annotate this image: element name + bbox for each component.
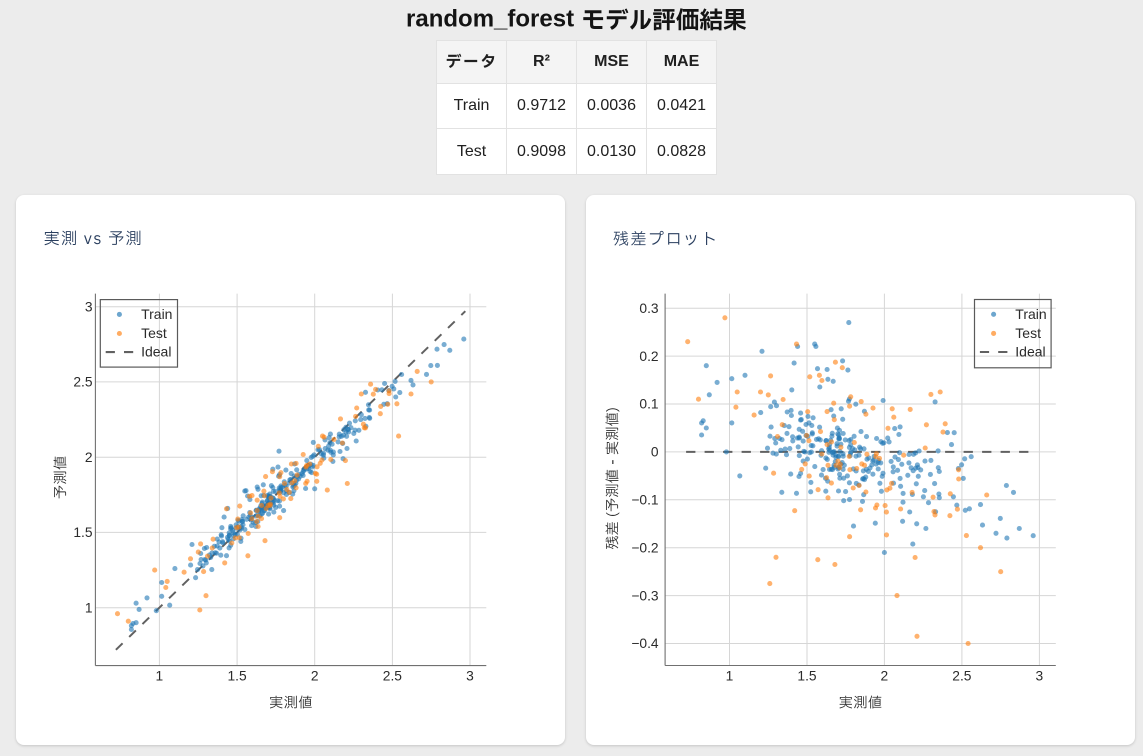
svg-text:2: 2 [85,450,93,465]
svg-text:2.5: 2.5 [383,668,403,683]
svg-text:−0.1: −0.1 [631,492,658,507]
svg-text:0.3: 0.3 [640,301,660,316]
svg-text:Ideal: Ideal [1015,343,1045,359]
svg-text:1: 1 [85,600,93,615]
svg-text:2.5: 2.5 [952,668,972,683]
svg-text:Test: Test [141,325,167,341]
svg-text:1.5: 1.5 [73,525,93,540]
svg-text:−0.2: −0.2 [631,540,658,555]
svg-text:2: 2 [881,668,889,683]
svg-text:3: 3 [466,668,474,683]
svg-text:Train: Train [1015,306,1046,322]
svg-text:0.2: 0.2 [640,348,659,363]
svg-text:Ideal: Ideal [141,343,171,359]
svg-text:1: 1 [156,668,164,683]
svg-text:1.5: 1.5 [228,668,248,683]
svg-text:2: 2 [311,668,319,683]
svg-text:Test: Test [1015,325,1041,341]
svg-text:1.5: 1.5 [798,668,818,683]
svg-text:0.1: 0.1 [640,396,659,411]
svg-text:3: 3 [1036,668,1044,683]
svg-text:Train: Train [141,306,172,322]
svg-text:2.5: 2.5 [73,374,93,389]
svg-text:−0.4: −0.4 [631,636,659,651]
svg-text:random_forest: random_forest [406,5,574,32]
svg-text:0: 0 [651,444,659,459]
svg-text:−0.3: −0.3 [631,588,659,603]
svg-text:3: 3 [85,299,93,314]
svg-text:1: 1 [726,668,734,683]
